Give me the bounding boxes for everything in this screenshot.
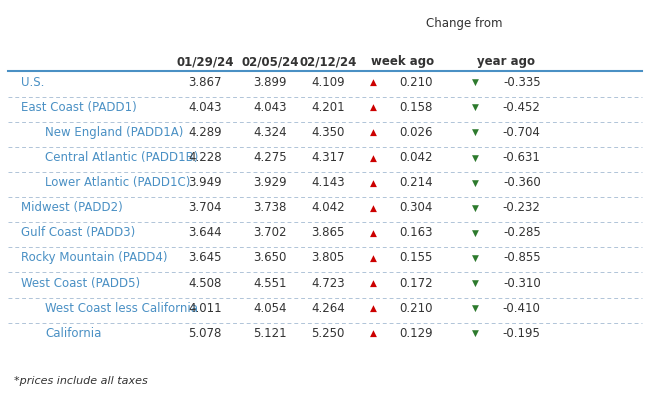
Text: 4.109: 4.109: [311, 76, 345, 89]
Text: ▼: ▼: [472, 128, 478, 137]
Text: *prices include all taxes: *prices include all taxes: [14, 376, 148, 386]
Text: -0.452: -0.452: [503, 101, 541, 114]
Text: Midwest (PADD2): Midwest (PADD2): [21, 202, 123, 214]
Text: 3.738: 3.738: [254, 202, 287, 214]
Text: 4.551: 4.551: [254, 276, 287, 290]
Text: 5.121: 5.121: [253, 326, 287, 340]
Text: 0.304: 0.304: [399, 202, 432, 214]
Text: 4.043: 4.043: [188, 101, 222, 114]
Text: Central Atlantic (PADD1B): Central Atlantic (PADD1B): [46, 151, 199, 164]
Text: ▲: ▲: [370, 254, 377, 262]
Text: West Coast less California: West Coast less California: [46, 302, 198, 314]
Text: 5.078: 5.078: [188, 326, 222, 340]
Text: 01/29/24: 01/29/24: [177, 55, 234, 68]
Text: ▼: ▼: [472, 304, 478, 312]
Text: ▼: ▼: [472, 103, 478, 112]
Text: ▼: ▼: [472, 328, 478, 338]
Text: ▼: ▼: [472, 78, 478, 87]
Text: ▲: ▲: [370, 103, 377, 112]
Text: 4.054: 4.054: [254, 302, 287, 314]
Text: U.S.: U.S.: [21, 76, 44, 89]
Text: ▲: ▲: [370, 228, 377, 238]
Text: ▲: ▲: [370, 178, 377, 188]
Text: 0.026: 0.026: [399, 126, 432, 139]
Text: 3.805: 3.805: [311, 252, 345, 264]
Text: New England (PADD1A): New England (PADD1A): [46, 126, 184, 139]
Text: 0.163: 0.163: [399, 226, 432, 240]
Text: 4.143: 4.143: [311, 176, 345, 190]
Text: ▼: ▼: [472, 254, 478, 262]
Text: 4.201: 4.201: [311, 101, 345, 114]
Text: -0.855: -0.855: [503, 252, 541, 264]
Text: -0.285: -0.285: [503, 226, 541, 240]
Text: 0.172: 0.172: [399, 276, 432, 290]
Text: 4.723: 4.723: [311, 276, 345, 290]
Text: Rocky Mountain (PADD4): Rocky Mountain (PADD4): [21, 252, 167, 264]
Text: Lower Atlantic (PADD1C): Lower Atlantic (PADD1C): [46, 176, 191, 190]
Text: 4.508: 4.508: [188, 276, 222, 290]
Text: Gulf Coast (PADD3): Gulf Coast (PADD3): [21, 226, 135, 240]
Text: 0.210: 0.210: [399, 302, 432, 314]
Text: -0.195: -0.195: [503, 326, 541, 340]
Text: ▲: ▲: [370, 153, 377, 162]
Text: ▼: ▼: [472, 153, 478, 162]
Text: 4.350: 4.350: [311, 126, 345, 139]
Text: 3.865: 3.865: [311, 226, 345, 240]
Text: 3.704: 3.704: [188, 202, 222, 214]
Text: ▲: ▲: [370, 328, 377, 338]
Text: 3.644: 3.644: [188, 226, 222, 240]
Text: 3.867: 3.867: [188, 76, 222, 89]
Text: -0.310: -0.310: [503, 276, 541, 290]
Text: ▲: ▲: [370, 78, 377, 87]
Text: 4.317: 4.317: [311, 151, 345, 164]
Text: 3.645: 3.645: [188, 252, 222, 264]
Text: East Coast (PADD1): East Coast (PADD1): [21, 101, 136, 114]
Text: 4.228: 4.228: [188, 151, 222, 164]
Text: ▲: ▲: [370, 128, 377, 137]
Text: -0.631: -0.631: [503, 151, 541, 164]
Text: ▲: ▲: [370, 204, 377, 212]
Text: 5.250: 5.250: [311, 326, 345, 340]
Text: -0.704: -0.704: [503, 126, 541, 139]
Text: 4.043: 4.043: [254, 101, 287, 114]
Text: 4.289: 4.289: [188, 126, 222, 139]
Text: ▼: ▼: [472, 228, 478, 238]
Text: West Coast (PADD5): West Coast (PADD5): [21, 276, 140, 290]
Text: 0.042: 0.042: [399, 151, 432, 164]
Text: ▼: ▼: [472, 204, 478, 212]
Text: 3.929: 3.929: [253, 176, 287, 190]
Text: week ago: week ago: [371, 55, 434, 68]
Text: -0.360: -0.360: [503, 176, 541, 190]
Text: 3.949: 3.949: [188, 176, 222, 190]
Text: 02/05/24: 02/05/24: [241, 55, 299, 68]
Text: 4.324: 4.324: [253, 126, 287, 139]
Text: California: California: [46, 326, 102, 340]
Text: ▼: ▼: [472, 278, 478, 288]
Text: 3.650: 3.650: [254, 252, 287, 264]
Text: -0.232: -0.232: [503, 202, 541, 214]
Text: 0.155: 0.155: [399, 252, 432, 264]
Text: 4.275: 4.275: [253, 151, 287, 164]
Text: 4.264: 4.264: [311, 302, 345, 314]
Text: 0.129: 0.129: [399, 326, 432, 340]
Text: ▼: ▼: [472, 178, 478, 188]
Text: ▲: ▲: [370, 304, 377, 312]
Text: 3.702: 3.702: [254, 226, 287, 240]
Text: 4.042: 4.042: [311, 202, 345, 214]
Text: -0.335: -0.335: [503, 76, 541, 89]
Text: 0.210: 0.210: [399, 76, 432, 89]
Text: 3.899: 3.899: [254, 76, 287, 89]
Text: ▲: ▲: [370, 278, 377, 288]
Text: 02/12/24: 02/12/24: [300, 55, 357, 68]
Text: 0.158: 0.158: [399, 101, 432, 114]
Text: year ago: year ago: [477, 55, 535, 68]
Text: Change from: Change from: [426, 17, 502, 30]
Text: -0.410: -0.410: [503, 302, 541, 314]
Text: 4.011: 4.011: [188, 302, 222, 314]
Text: 0.214: 0.214: [399, 176, 432, 190]
